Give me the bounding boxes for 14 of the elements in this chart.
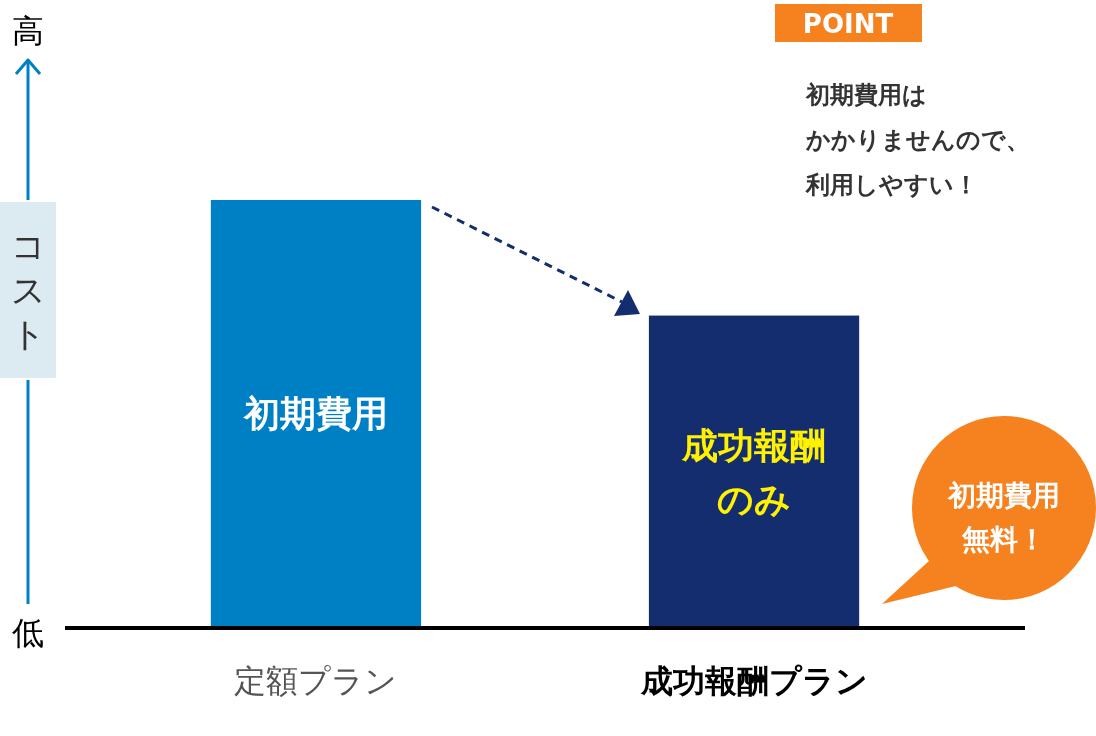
annotation: 無料！: [961, 523, 1046, 556]
annotation: 成功報酬: [681, 424, 827, 466]
text: かかりませんので、: [805, 126, 1030, 154]
annotation: 初期費用: [242, 393, 388, 434]
annotation: 初期費用: [947, 479, 1060, 512]
x-tick-label: 成功報酬プラン: [639, 662, 868, 700]
x-tick-label: 定額プラン: [234, 662, 398, 700]
text: 低: [12, 614, 44, 652]
annotation: のみ: [717, 478, 792, 520]
y-axis-title: コスト: [10, 226, 46, 354]
text: 利用しやすい！: [805, 171, 978, 199]
text: 高: [12, 12, 44, 50]
text: 初期費用は: [805, 81, 927, 109]
text: POINT: [802, 9, 894, 39]
